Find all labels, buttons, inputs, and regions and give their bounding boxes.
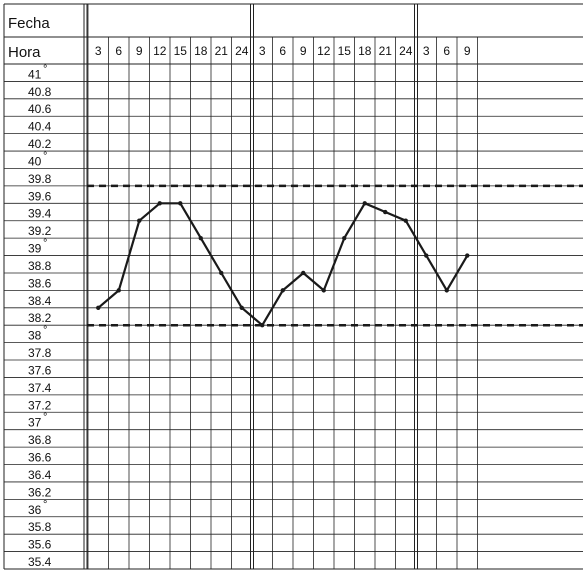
hour-label: 18 [358,44,372,58]
hour-label: 21 [379,44,393,58]
y-tick-label: 37.2 [28,398,52,412]
data-point [157,201,162,206]
temperature-series [96,201,470,328]
y-tick-label: 36.8 [28,433,52,447]
data-point [260,323,265,328]
y-tick-label: 37 [28,416,42,430]
hour-label: 9 [464,44,471,58]
degree-mark: ° [43,499,47,511]
hour-label: 24 [235,44,249,58]
y-tick-label: 40.6 [28,102,52,116]
data-point [362,201,367,206]
y-tick-label: 38.8 [28,259,52,273]
y-tick-label: 38.6 [28,276,52,290]
hour-label: 6 [443,44,450,58]
degree-mark: ° [43,63,47,75]
y-tick-label: 39.8 [28,172,52,186]
data-point [280,288,285,293]
threshold-lines [87,184,583,327]
data-point [321,288,326,293]
y-tick-label: 41 [28,67,42,81]
degree-mark: ° [43,238,47,250]
hour-label: 3 [423,44,430,58]
data-point [239,305,244,310]
data-point [198,235,203,241]
data-point [178,201,183,206]
y-tick-label: 36.4 [28,468,52,482]
y-tick-label: 39.4 [28,207,52,221]
hour-label: 9 [136,44,143,58]
y-tick-label: 37.6 [28,363,52,377]
hour-label: 15 [338,44,352,58]
hour-label: 21 [215,44,229,58]
y-tick-label: 36.6 [28,451,52,465]
y-tick-label: 40.2 [28,137,52,151]
y-tick-label: 36.2 [28,485,52,499]
y-tick-label: 39.2 [28,224,52,238]
x-axis-hour-labels: 3 6 9 12 15 18 21 24 3 6 9 12 15 18 21 24 3 6 9 [95,44,471,58]
y-tick-label: 35.8 [28,520,52,534]
hour-label: 3 [259,44,266,58]
data-point [96,305,101,310]
data-point [137,218,142,223]
chart-header: Fecha Hora [8,15,50,61]
degree-mark: ° [43,325,47,337]
y-tick-label: 40 [28,154,42,168]
hour-label: 6 [115,44,122,58]
y-tick-label: 40.4 [28,120,52,134]
hour-label: 12 [153,44,167,58]
hour-label: 24 [399,44,413,58]
header-fecha: Fecha [8,15,50,32]
hour-label: 18 [194,44,208,58]
hour-label: 9 [300,44,307,58]
data-point [116,288,121,293]
data-point [465,253,470,258]
y-tick-label: 36 [28,503,42,517]
y-tick-label: 35.4 [28,555,52,569]
y-tick-label: 39 [28,242,42,256]
hour-label: 12 [317,44,331,58]
y-tick-label: 38.2 [28,311,52,325]
degree-mark: ° [43,412,47,424]
hour-label: 15 [174,44,188,58]
degree-mark: ° [43,150,47,162]
y-tick-label: 38.4 [28,294,52,308]
header-hora: Hora [8,44,41,61]
y-tick-label: 35.6 [28,538,52,552]
data-point [444,288,449,293]
y-tick-label: 40.8 [28,85,52,99]
y-tick-label: 37.8 [28,346,52,360]
data-point [424,253,429,258]
data-point [219,270,224,276]
y-axis-labels: 41 °40.840.640.440.240 °39.839.639.439.239… [28,63,52,569]
data-point [301,270,306,276]
hour-label: 3 [95,44,102,58]
y-tick-label: 37.4 [28,381,52,395]
data-point [342,235,347,241]
y-tick-label: 39.6 [28,189,52,203]
hour-label: 6 [279,44,286,58]
data-point [383,209,388,215]
data-point [403,218,408,223]
y-tick-label: 38 [28,329,42,343]
